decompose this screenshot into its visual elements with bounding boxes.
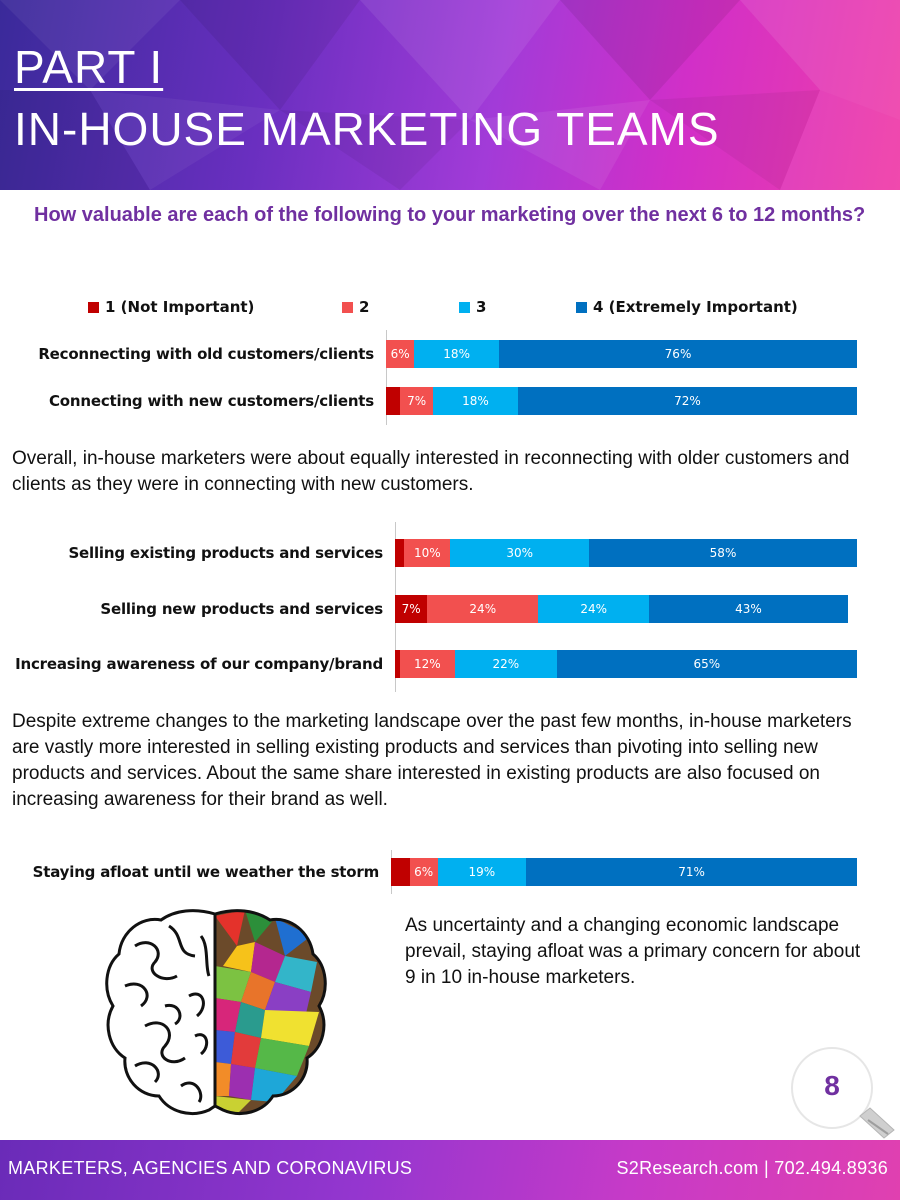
data-label: 22% (492, 657, 520, 671)
bar-segment-somewhat-important: 12% (399, 650, 456, 678)
banner-polygon-pattern (0, 0, 900, 190)
footer-bar: MARKETERS, AGENCIES AND CORONAVIRUS S2Re… (0, 1140, 900, 1200)
bar-segment-extremely-important: 72% (517, 387, 857, 415)
bar-segment-not-important (395, 650, 400, 678)
page-number: 8 (824, 1070, 840, 1101)
legend-label-2: 2 (359, 298, 370, 316)
legend-swatch-1 (88, 301, 99, 313)
data-label: 6% (390, 347, 410, 361)
footer-contact[interactable]: S2Research.com | 702.494.8936 (616, 1158, 888, 1178)
data-label: 19% (468, 865, 496, 879)
data-label: 6% (414, 865, 434, 879)
data-label: 12% (413, 657, 441, 671)
bar-segment-somewhat-important: 6% (386, 340, 415, 368)
data-label: 18% (443, 347, 470, 361)
data-label: 58% (709, 546, 737, 560)
category-label: Selling existing products and services (68, 544, 383, 562)
data-label: 76% (664, 347, 692, 361)
bar-segment-somewhat-important: 24% (427, 595, 539, 623)
bar-segment-somewhat-important: 7% (400, 387, 434, 415)
category-label: Selling new products and services (100, 600, 383, 618)
bar-segment-extremely-important: 71% (526, 858, 857, 886)
bar-segment-extremely-important: 43% (649, 595, 848, 623)
bar-segment-extremely-important: 76% (499, 340, 857, 368)
paragraph-products: Despite extreme changes to the marketing… (12, 711, 852, 810)
data-label: 65% (693, 657, 721, 671)
bar-segment-not-important (391, 858, 410, 886)
header-banner: PART I IN-HOUSE MARKETING TEAMS (0, 0, 900, 190)
data-label: 10% (413, 546, 441, 560)
bar-segment-important: 22% (455, 650, 557, 678)
paragraph-customers: Overall, in-house marketers were about e… (12, 448, 850, 495)
bar-segment-somewhat-important: 10% (404, 539, 451, 567)
footer-report-title: MARKETERS, AGENCIES AND CORONAVIRUS (8, 1158, 413, 1178)
bar-segment-somewhat-important: 6% (409, 858, 438, 886)
data-label: 24% (580, 602, 607, 616)
bar-segment-not-important: 7% (395, 595, 428, 623)
bar-segment-important: 19% (437, 858, 527, 886)
part-label: PART I (14, 41, 164, 93)
bar-segment-not-important (395, 539, 405, 567)
survey-question: How valuable are each of the following t… (34, 204, 866, 226)
data-label: 30% (506, 546, 534, 560)
data-label: 24% (469, 602, 497, 616)
legend-item-1: 1 (Not Important) (88, 297, 254, 317)
category-label: Increasing awareness of our company/bran… (15, 655, 383, 673)
legend-label-1: 1 (Not Important) (105, 298, 255, 316)
bar-segment-important: 24% (538, 595, 650, 623)
legend-item-3: 3 (459, 297, 486, 317)
legend-label-4: 4 (Extremely Important) (593, 298, 798, 316)
category-label: Reconnecting with old customers/clients (38, 345, 374, 363)
chart-axis-line (386, 330, 387, 425)
bar-segment-not-important (386, 387, 401, 415)
legend-swatch-4 (576, 301, 587, 313)
legend-label-3: 3 (476, 298, 487, 316)
legend-swatch-2 (342, 301, 353, 313)
category-label: Staying afloat until we weather the stor… (32, 863, 380, 881)
brain-illustration (105, 909, 327, 1115)
data-label: 7% (407, 394, 427, 408)
legend-item-2: 2 (342, 297, 369, 317)
category-label: Connecting with new customers/clients (49, 392, 374, 410)
bar-segment-important: 30% (450, 539, 590, 567)
legend-swatch-3 (459, 301, 470, 313)
data-label: 7% (401, 602, 421, 616)
bar-segment-extremely-important: 65% (556, 650, 857, 678)
data-label: 18% (462, 394, 489, 408)
page-title: IN-HOUSE MARKETING TEAMS (14, 103, 720, 155)
bar-segment-important: 18% (433, 387, 518, 415)
data-label: 71% (678, 865, 705, 879)
legend-item-4: 4 (Extremely Important) (576, 297, 798, 317)
paragraph-staying-afloat: As uncertainty and a changing economic l… (405, 915, 861, 988)
data-label: 72% (674, 394, 701, 408)
data-label: 43% (735, 602, 762, 616)
bar-segment-important: 18% (414, 340, 500, 368)
bar-segment-extremely-important: 58% (589, 539, 857, 567)
lightbulb-icon (791, 1047, 895, 1139)
